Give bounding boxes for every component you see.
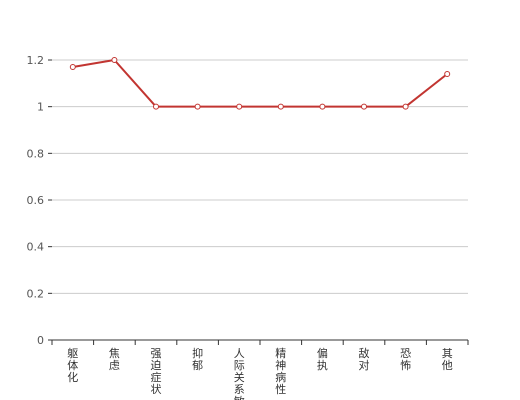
grid-lines [52, 59, 468, 294]
y-axis-tick-label: 1 [37, 101, 44, 114]
series-line [72, 59, 448, 108]
x-axis-category-label: 强迫症状 [151, 347, 162, 396]
x-axis-category-label: 焦虑 [109, 347, 120, 372]
y-axis-tick-labels: 0 0.2 0.4 0.6 0.8 1 1.2 [27, 54, 52, 347]
x-axis-category-label: 其他 [442, 347, 453, 372]
data-point[interactable] [153, 103, 159, 110]
x-axis-category-label: 精神病性 [275, 347, 286, 396]
y-axis-tick-label: 0 [37, 334, 44, 347]
y-axis-tick-label: 0.8 [27, 147, 45, 160]
data-point[interactable] [69, 64, 76, 70]
x-axis-category-label: 偏执 [317, 346, 328, 372]
y-axis-tick-label: 0.2 [27, 287, 45, 300]
data-point[interactable] [444, 71, 451, 77]
y-axis-tick-label: 1.2 [27, 54, 45, 67]
x-axis-category-label: 躯体化 [67, 347, 78, 384]
x-axis-category-label: 抑郁 [192, 346, 203, 372]
x-axis-category-label: 恐怖 [400, 347, 411, 372]
x-axis-ticks [51, 340, 469, 345]
data-point[interactable] [194, 103, 201, 110]
data-point[interactable] [277, 103, 284, 110]
y-axis-tick-label: 0.4 [27, 241, 45, 254]
x-axis-category-labels: 躯体化 焦虑 强迫症状 抑郁 人际关系敏感 精神病性 偏执 敌对 恐怖 其他 [67, 346, 452, 400]
data-point[interactable] [319, 103, 326, 110]
data-point[interactable] [402, 103, 409, 110]
data-point[interactable] [361, 103, 367, 110]
data-point[interactable] [236, 103, 243, 110]
y-axis-tick-label: 0.6 [27, 194, 45, 207]
data-point[interactable] [111, 57, 118, 63]
series-group [69, 57, 451, 110]
x-axis-category-label: 人际关系敏感 [234, 347, 245, 400]
x-axis-category-label: 敌对 [359, 346, 370, 372]
